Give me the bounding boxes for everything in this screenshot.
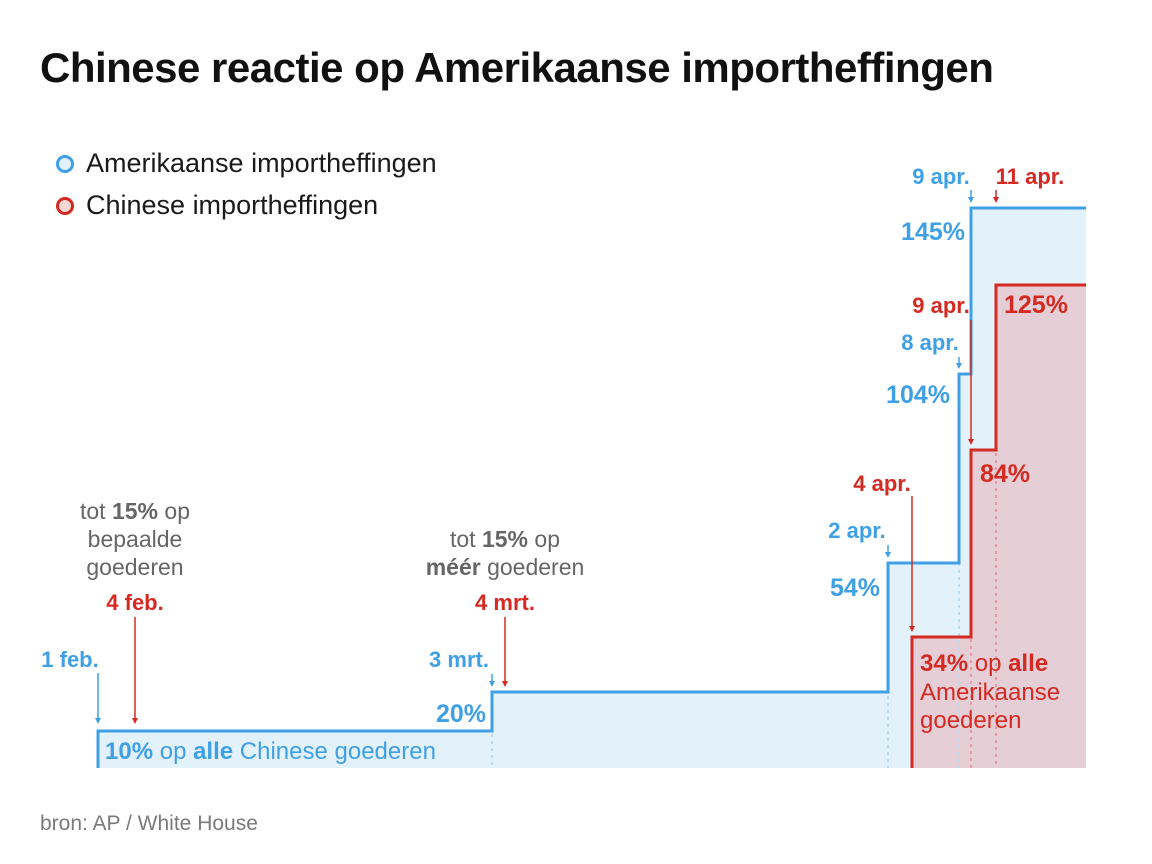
note-4feb-line1-part-2: op (158, 498, 190, 524)
label-cn-34-line2-part-0: Amerikaanse (920, 679, 1060, 706)
label-us-10-part-1: op (153, 738, 193, 765)
label-cn-125: 125% (1004, 291, 1068, 319)
chart-lines (95, 190, 1086, 768)
legend-label-us: Amerikaanse importheffingen (86, 148, 437, 178)
note-4mrt-line1-part-2: op (528, 526, 560, 552)
label-cn-34: 34% op alle (920, 650, 1048, 677)
label-cn-84: 84% (980, 460, 1030, 488)
legend-swatch-cn (56, 196, 74, 215)
label-date-us-8apr: 8 apr. (901, 330, 958, 355)
label-date-us-9apr: 9 apr. (912, 164, 969, 189)
note-4feb-line1-part-1: 15% (112, 498, 158, 524)
note-4feb-line1: tot 15% op (80, 498, 190, 524)
note-4feb-line3-part-0: goederen (86, 554, 183, 580)
note-4feb-line1-part-0: tot (80, 498, 112, 524)
legend-item-cn: Chinese importheffingen (56, 190, 378, 221)
note-4feb-line2: bepaalde (88, 526, 183, 552)
label-us-10-part-3: Chinese goederen (233, 738, 436, 765)
label-us-104-part-0: 104% (886, 381, 950, 409)
label-date-us-1feb-part-0: 1 feb. (41, 647, 98, 672)
label-us-54-part-0: 54% (830, 574, 880, 602)
legend-item-us: Amerikaanse importheffingen (56, 148, 437, 179)
chart-areas (98, 208, 1086, 768)
label-date-cn-11apr: 11 apr. (996, 164, 1065, 189)
note-4mrt-line1: tot 15% op (450, 526, 560, 552)
label-date-us-8apr-part-0: 8 apr. (901, 330, 958, 355)
arrow-us-1feb-head (95, 718, 101, 724)
label-us-10-part-0: 10% (105, 738, 153, 765)
label-date-cn-4mrt-part-0: 4 mrt. (475, 590, 535, 615)
label-cn-34-part-0: 34% (920, 650, 968, 677)
arrow-us-2apr-head (885, 552, 891, 558)
label-date-us-2apr: 2 apr. (828, 518, 885, 543)
chart-title: Chinese reactie op Amerikaanse importhef… (40, 44, 994, 91)
note-4mrt-line1-part-1: 15% (482, 526, 528, 552)
label-cn-125-part-0: 125% (1004, 291, 1068, 319)
chart-labels: 1 feb. 4 feb. 3 mrt. 4 mrt. 2 apr. 4 apr. 8 ap… (41, 164, 1068, 765)
arrow-us-8apr-head (956, 363, 962, 369)
label-cn-34-part-2: alle (1008, 650, 1048, 677)
cn-step-line (910, 283, 1086, 768)
label-us-145-part-0: 145% (901, 218, 965, 246)
arrow-cn-4mrt-head (502, 681, 508, 687)
label-cn-34-line3: goederen (920, 707, 1021, 734)
label-date-cn-4apr-part-0: 4 apr. (853, 471, 910, 496)
arrow-cn-9apr-head (968, 439, 974, 445)
arrow-cn-11apr-head (993, 197, 999, 203)
note-4feb-line3: goederen (86, 554, 183, 580)
label-us-104: 104% (886, 381, 950, 409)
label-us-10: 10% op alle Chinese goederen (105, 738, 436, 765)
source-note: bron: AP / White House (40, 812, 258, 835)
label-date-us-2apr-part-0: 2 apr. (828, 518, 885, 543)
label-date-us-1feb: 1 feb. (41, 647, 98, 672)
note-4mrt-line1-part-0: tot (450, 526, 482, 552)
label-date-cn-9apr: 9 apr. (912, 293, 969, 318)
label-date-us-9apr-part-0: 9 apr. (912, 164, 969, 189)
note-4feb-line2-part-0: bepaalde (88, 526, 183, 552)
label-us-145: 145% (901, 218, 965, 246)
label-us-20-part-0: 20% (436, 700, 486, 728)
label-date-cn-11apr-part-0: 11 apr. (996, 164, 1065, 189)
label-cn-34-line2: Amerikaanse (920, 679, 1060, 706)
us-step-line (96, 206, 1086, 768)
label-date-cn-4mrt: 4 mrt. (475, 590, 535, 615)
label-date-us-3mrt-part-0: 3 mrt. (429, 647, 489, 672)
label-us-20: 20% (436, 700, 486, 728)
label-cn-34-line3-part-0: goederen (920, 707, 1021, 734)
arrow-cn-4feb-head (132, 718, 138, 724)
arrow-cn-4apr-head (909, 626, 915, 632)
label-us-54: 54% (830, 574, 880, 602)
label-date-cn-4feb: 4 feb. (106, 590, 163, 615)
label-date-cn-4apr: 4 apr. (853, 471, 910, 496)
legend-label-cn: Chinese importheffingen (86, 190, 379, 220)
label-us-10-part-2: alle (193, 738, 233, 765)
cn-area (912, 285, 1086, 768)
label-date-cn-9apr-part-0: 9 apr. (912, 293, 969, 318)
arrow-us-3mrt-head (489, 681, 495, 687)
note-4mrt-line2-part-1: goederen (481, 554, 585, 580)
note-4mrt-line2: méér goederen (426, 554, 585, 580)
label-cn-84-part-0: 84% (980, 460, 1030, 488)
arrow-us-9apr-head (968, 197, 974, 203)
label-date-us-3mrt: 3 mrt. (429, 647, 489, 672)
legend-swatch-us (56, 154, 74, 173)
label-cn-34-part-1: op (968, 650, 1008, 677)
label-date-cn-4feb-part-0: 4 feb. (106, 590, 163, 615)
note-4mrt-line2-part-0: méér (426, 554, 481, 580)
